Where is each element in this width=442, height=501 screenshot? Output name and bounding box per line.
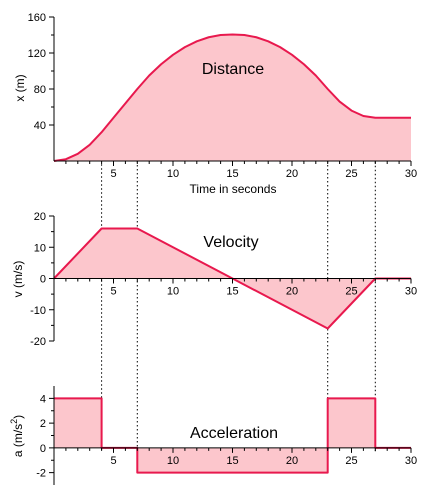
acceleration-y-axis-label: a (m/s2)	[9, 415, 25, 457]
velocity-x-tick-label: 15	[226, 286, 238, 298]
distance-y-tick-label: 120	[28, 48, 46, 60]
distance-x-tick-label: 5	[110, 168, 116, 180]
velocity-y-tick-label: 20	[34, 211, 46, 223]
acceleration-x-tick-label: 25	[345, 455, 357, 467]
velocity-x-tick-label: 30	[405, 286, 417, 298]
distance-y-tick-label: 80	[34, 84, 46, 96]
acceleration-x-tick-label: 30	[405, 455, 417, 467]
distance-x-tick-label: 10	[167, 168, 179, 180]
velocity-y-axis-label: v (m/s)	[11, 261, 25, 298]
distance-area-fill	[54, 34, 411, 161]
acceleration-y-tick-label: 0	[40, 443, 46, 455]
velocity-y-tick-label: -10	[30, 305, 46, 317]
acceleration-title: Acceleration	[190, 425, 278, 442]
acceleration-x-tick-label: 20	[286, 455, 298, 467]
distance-x-axis-label: Time in seconds	[190, 182, 277, 196]
velocity-panel: 5 10 15 20 25 30 -20 -10 0 10 20 Velocity v (m/s)	[11, 211, 417, 348]
acceleration-x-tick-label: 10	[167, 455, 179, 467]
acceleration-x-tick-label: 15	[226, 455, 238, 467]
velocity-y-tick-label: 10	[34, 242, 46, 254]
distance-y-tick-label: 160	[28, 12, 46, 24]
distance-x-tick-label: 25	[345, 168, 357, 180]
velocity-x-tick-label: 5	[110, 286, 116, 298]
distance-panel: 5 10 15 20 25 30 40 80 120 160 Distance Time in s…	[13, 12, 417, 196]
acceleration-series-line	[54, 397, 411, 474]
distance-y-tick-label: 40	[34, 120, 46, 132]
velocity-x-tick-label: 25	[345, 286, 357, 298]
acceleration-x-tick-label: 5	[110, 455, 116, 467]
distance-x-tick-label: 20	[286, 168, 298, 180]
acceleration-y-tick-label: 4	[40, 393, 46, 405]
distance-y-axis-label: x (m)	[13, 74, 27, 101]
distance-title: Distance	[202, 61, 264, 78]
acceleration-y-tick-label: -2	[36, 468, 46, 480]
distance-x-tick-label: 15	[226, 168, 238, 180]
distance-x-tick-label: 30	[405, 168, 417, 180]
velocity-x-tick-label: 20	[286, 286, 298, 298]
acceleration-area-fill	[54, 398, 411, 473]
distance-series-line	[53, 33, 411, 162]
velocity-title: Velocity	[203, 234, 258, 251]
velocity-y-tick-label: 0	[40, 274, 46, 286]
acceleration-y-label-superscript: 2	[9, 419, 19, 424]
velocity-x-tick-label: 10	[167, 286, 179, 298]
acceleration-y-label-main: a (m/s	[11, 424, 25, 457]
acceleration-y-label-suffix: )	[11, 415, 25, 419]
velocity-y-tick-label: -20	[30, 336, 46, 348]
acceleration-y-tick-label: 2	[40, 418, 46, 430]
